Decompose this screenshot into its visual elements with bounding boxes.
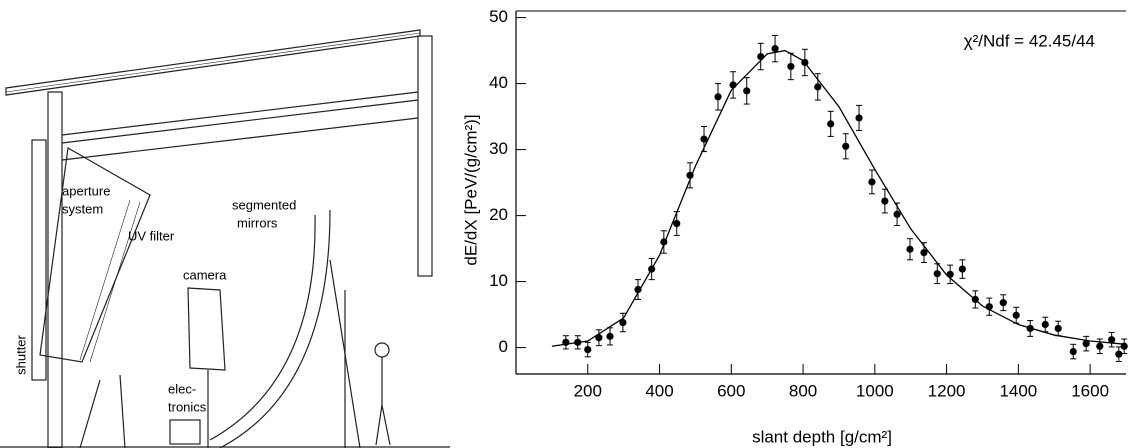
data-point <box>893 210 901 218</box>
x-tick-label: 600 <box>717 381 745 400</box>
label: camera <box>183 267 227 282</box>
data-point <box>729 81 737 89</box>
data-point <box>619 318 627 327</box>
label: aperture <box>62 183 110 198</box>
diagram-labels: aperture system UV filter segmented mirr… <box>13 183 296 414</box>
y-tick-label: 20 <box>489 205 508 224</box>
data-point <box>946 270 954 278</box>
annotation: χ²/Ndf = 42.45/44 <box>964 31 1095 50</box>
data-point <box>574 338 582 346</box>
data-point <box>1115 350 1123 358</box>
fit-curve <box>551 49 1127 347</box>
data-point <box>801 58 809 67</box>
y-tick-label: 10 <box>489 271 508 290</box>
data-point <box>827 120 835 128</box>
x-tick-label: 400 <box>645 381 673 400</box>
data-point <box>700 135 708 143</box>
data-point <box>1108 336 1116 344</box>
data-point <box>562 338 570 346</box>
data-point <box>595 334 603 342</box>
data-point <box>673 219 681 228</box>
data-point <box>787 62 795 71</box>
data-point <box>660 238 668 246</box>
telescope-schematic <box>0 29 450 448</box>
data-point <box>714 93 722 101</box>
data-point <box>958 265 966 273</box>
label: tronics <box>168 399 207 414</box>
x-tick-label: 800 <box>789 381 817 400</box>
data-point <box>584 345 592 354</box>
x-tick-label: 1400 <box>999 381 1037 400</box>
data-point <box>1041 320 1049 329</box>
data-point <box>842 142 850 150</box>
data-point <box>1026 324 1034 333</box>
data-point <box>1082 340 1090 348</box>
label: elec- <box>168 381 196 396</box>
data-point <box>1069 347 1077 356</box>
data-point <box>855 114 863 122</box>
data-point <box>606 332 614 340</box>
data-point <box>933 270 941 278</box>
label: UV filter <box>128 228 175 243</box>
data-point <box>1012 311 1020 319</box>
y-tick-label: 50 <box>489 7 508 26</box>
label: system <box>62 201 103 216</box>
data-point <box>648 265 656 273</box>
x-tick-label: 1000 <box>856 381 894 400</box>
data-point <box>1120 342 1128 350</box>
x-tick-label: 1600 <box>1071 381 1109 400</box>
data-point <box>771 45 779 53</box>
x-axis-label: slant depth [g/cm²] <box>752 427 892 446</box>
label: shutter <box>13 334 28 374</box>
y-axis-label: dE/dX [PeV/(g/cm²)] <box>461 114 480 265</box>
y-tick-label: 30 <box>489 139 508 158</box>
data-point <box>757 52 765 61</box>
y-tick-label: 40 <box>489 73 508 92</box>
data-point <box>971 295 979 304</box>
data-point <box>743 87 751 95</box>
x-tick-label: 1200 <box>928 381 966 400</box>
data-point <box>814 83 822 91</box>
label: segmented <box>232 197 296 212</box>
data-point <box>985 303 993 311</box>
data-point <box>1096 342 1104 350</box>
data-point <box>686 171 694 179</box>
data-point <box>1054 324 1062 333</box>
data-point <box>999 299 1007 307</box>
x-tick-label: 200 <box>574 381 602 400</box>
data-point <box>881 197 889 205</box>
label: mirrors <box>237 215 278 230</box>
data-point <box>868 178 876 186</box>
data-point <box>920 248 928 257</box>
y-tick-label: 0 <box>499 337 508 356</box>
data-point <box>634 285 642 294</box>
data-point <box>906 245 914 253</box>
